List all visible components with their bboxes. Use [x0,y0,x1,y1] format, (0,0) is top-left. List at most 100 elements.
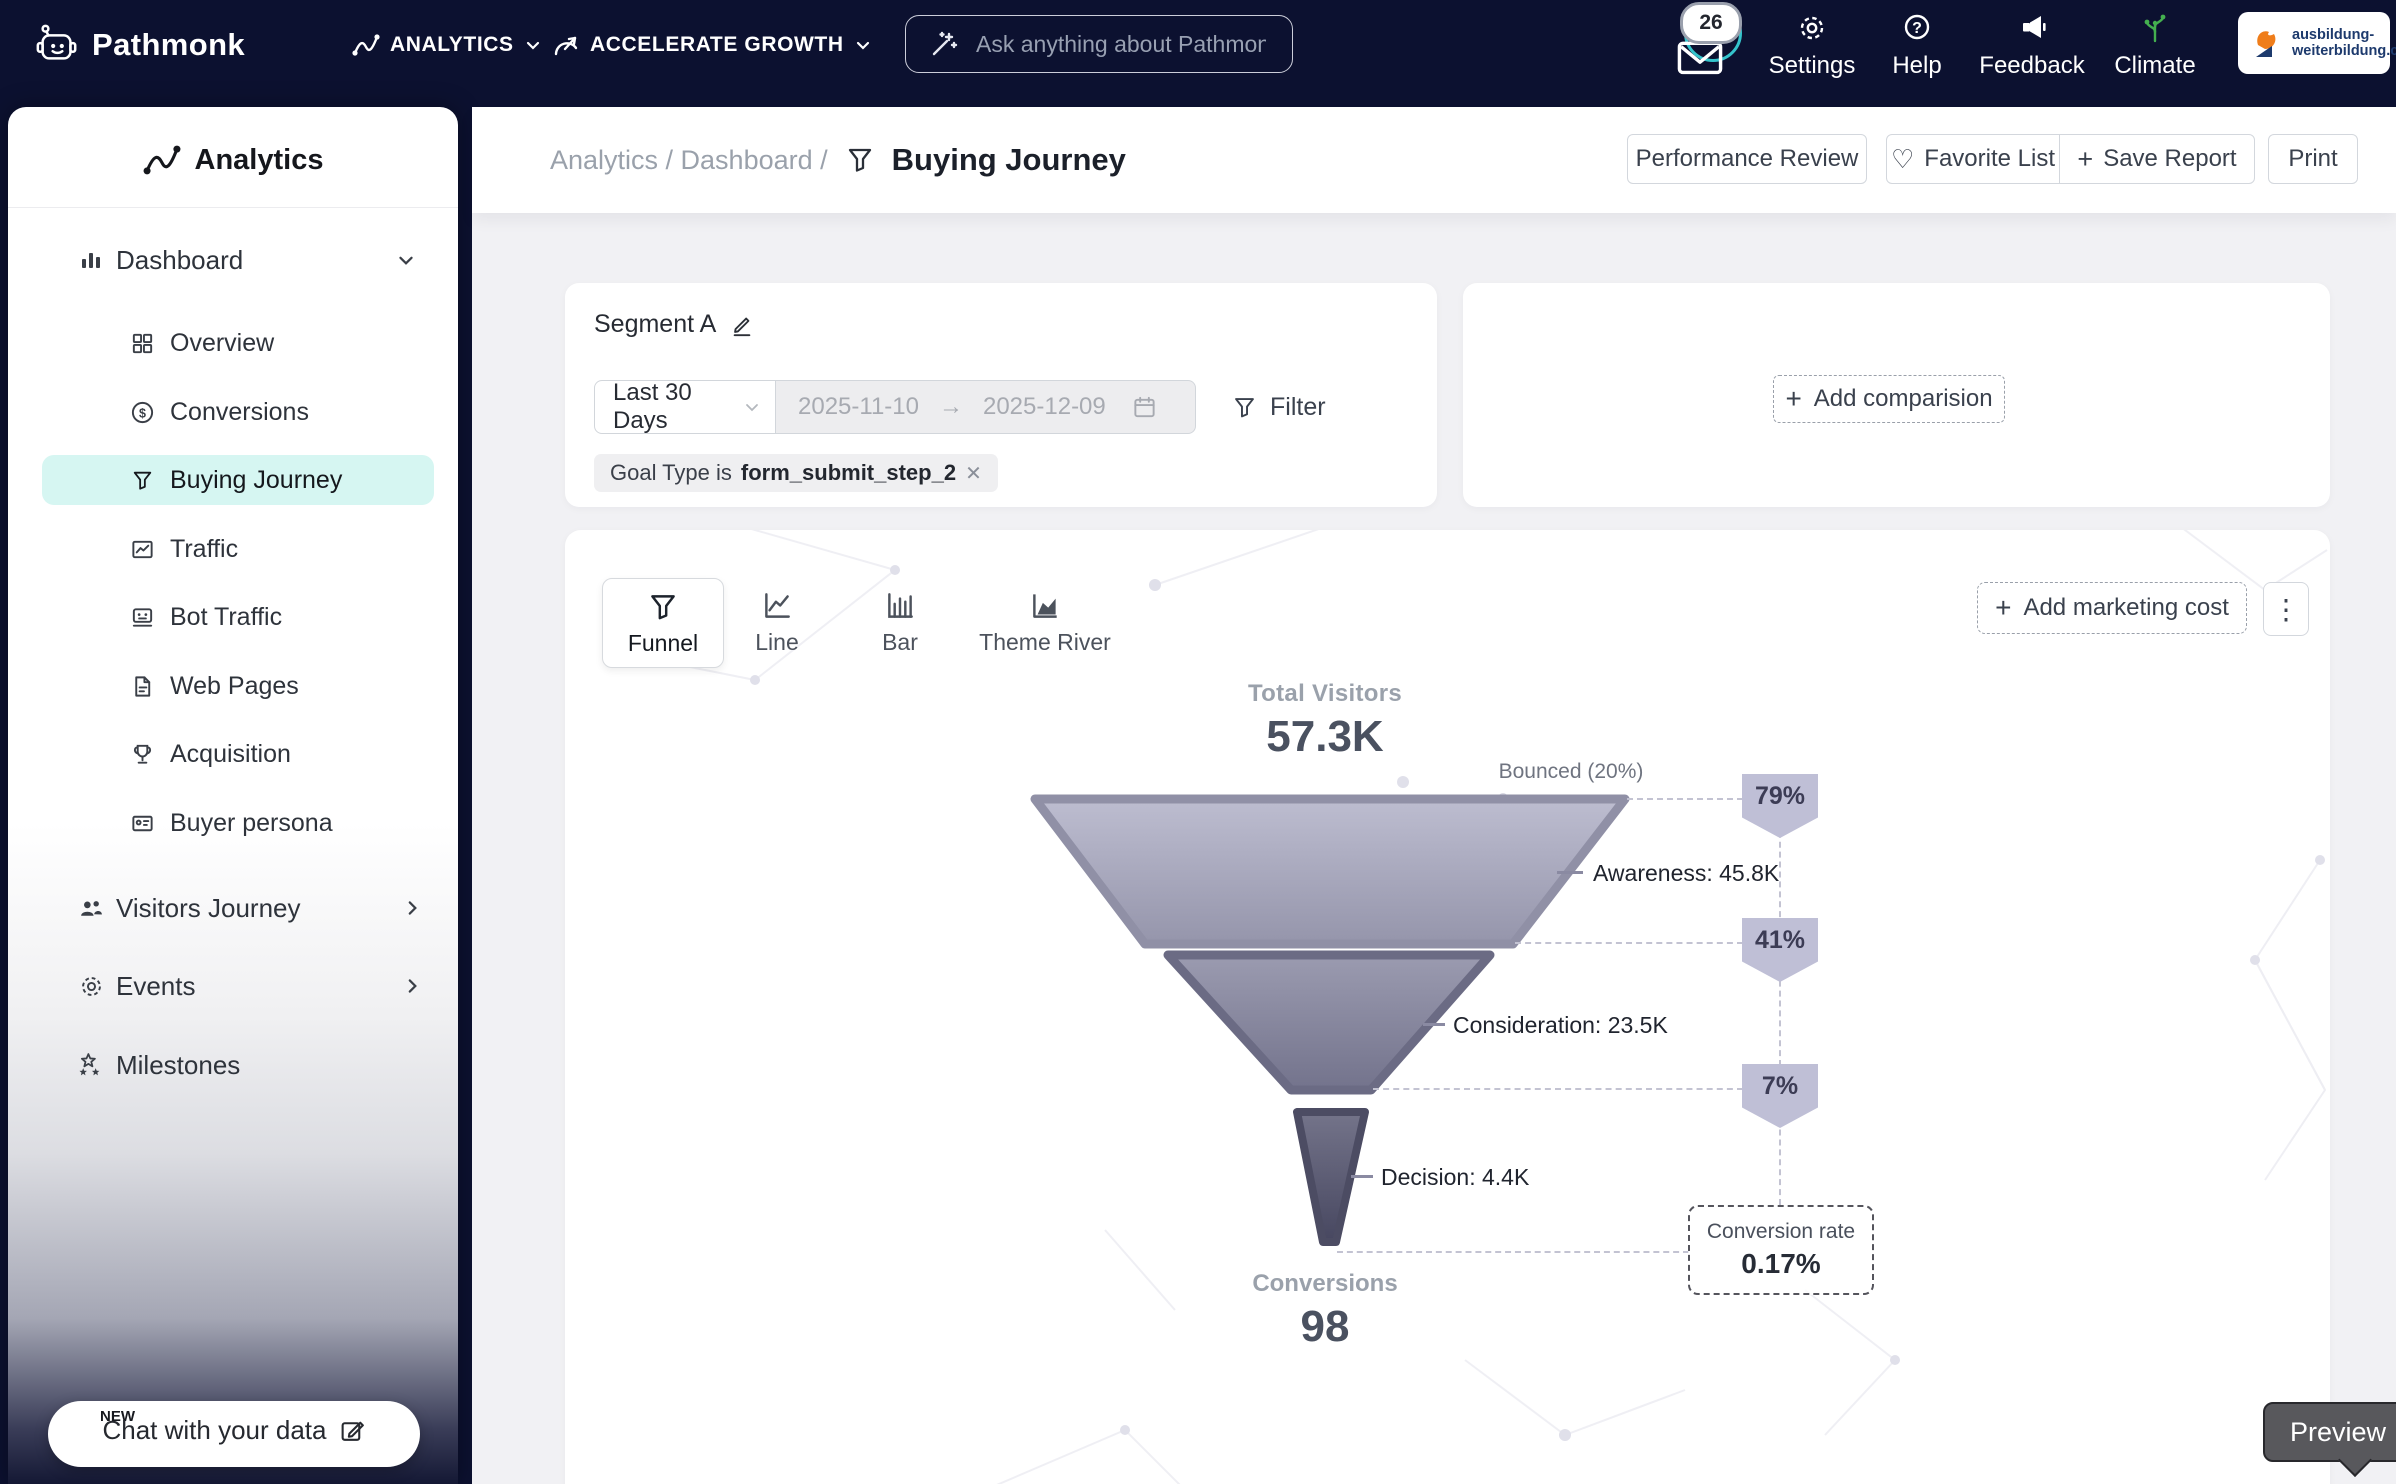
tab-label: Line [755,628,799,655]
breadcrumb-trail[interactable]: Analytics / Dashboard / [550,144,828,175]
breadcrumb: Analytics / Dashboard / Buying Journey [550,107,1126,213]
gear-icon [78,973,105,1000]
print-button[interactable]: Print [2268,134,2358,184]
plus-icon: + [1785,383,1802,414]
tab-label: Bar [882,628,918,655]
sidebar-item-bot-traffic[interactable]: Bot Traffic [8,591,458,643]
sidebar-item-label: Traffic [170,534,239,563]
settings-button[interactable]: Settings [1762,8,1862,84]
funnel-chart[interactable] [565,530,2330,1484]
tab-line[interactable]: Line [727,578,827,666]
funnel-filter-icon [1231,394,1258,421]
bar-chart-icon [883,589,917,623]
gear-icon [1796,12,1828,44]
sidebar-item-acquisition[interactable]: Acquisition [8,728,458,780]
new-badge: NEW [100,1408,135,1425]
help-label: Help [1892,52,1942,79]
goal-type-filter-chip: Goal Type is form_submit_step_2 ✕ [594,454,998,492]
feedback-button[interactable]: Feedback [1972,8,2092,84]
sidebar-item-dashboard[interactable]: Dashboard [8,231,458,289]
pathmonk-robot-logo-icon [34,22,80,68]
divider [8,207,458,208]
tab-bar[interactable]: Bar [850,578,950,666]
add-marketing-cost-button[interactable]: + Add marketing cost [1977,582,2247,634]
sidebar-item-milestones[interactable]: Milestones [8,1038,458,1092]
close-icon[interactable]: ✕ [965,462,982,485]
people-icon [78,895,105,922]
partner-logo[interactable]: ausbildung- weiterbildung.ch [2238,12,2396,74]
preview-tooltip[interactable]: Preview [2263,1402,2396,1477]
active-item-highlight [42,455,434,505]
sidebar-item-label: Acquisition [170,739,291,768]
area-chart-icon [1028,589,1062,623]
heart-icon: ♡ [1890,143,1915,174]
conversions-value: 98 [1300,1302,1350,1351]
performance-review-button[interactable]: Performance Review [1627,134,1867,184]
sidebar-item-overview[interactable]: Overview [8,317,458,369]
connector-line [1515,942,1743,944]
funnel-chart-icon [646,590,680,624]
preview-label: Preview [2289,1416,2387,1447]
chevron-down-icon [524,36,542,54]
search-input[interactable] [974,29,1268,59]
date-range-field[interactable]: 2025-11-10 → 2025-12-09 [776,380,1196,434]
label-tick [1557,871,1583,874]
sidebar-item-label: Milestones [116,1049,241,1080]
connector-line [1337,1251,1689,1253]
badge-value: 79% [1754,781,1806,810]
chart-options-kebab-button[interactable]: ⋮ [2263,582,2309,636]
menu-accelerate-growth[interactable]: ACCELERATE GROWTH [552,0,872,90]
brand-name: Pathmonk [92,27,246,62]
funnel-stage-decision[interactable] [1293,1108,1369,1246]
analytics-squiggle-icon [352,31,380,59]
sidebar-item-web-pages[interactable]: Web Pages [8,660,458,712]
sidebar-item-label: Dashboard [116,244,244,275]
ask-anything-search[interactable] [905,15,1293,73]
magic-wand-icon [928,29,958,59]
date-preset-select[interactable]: Last 30 Days [594,379,776,434]
funnel-stage-consideration[interactable] [1163,950,1495,1095]
badge-value: 41% [1754,925,1806,954]
funnel-stage-awareness[interactable] [1030,794,1630,949]
retention-badge-awareness: 79% [1742,774,1818,838]
badge-value: 7% [1761,1071,1799,1100]
connector-line [1373,1088,1743,1090]
edit-pencil-icon[interactable] [730,313,754,337]
add-comparison-button[interactable]: + Add comparision [1773,375,2005,423]
help-button[interactable]: ? Help [1872,8,1962,84]
filter-button[interactable]: Filter [1231,380,1326,434]
climate-button[interactable]: Climate [2102,8,2208,84]
stage-label-awareness: Awareness: 45.8K [1593,860,1780,886]
chat-button-label: Chat with your data [102,1415,327,1445]
sidebar-item-conversions[interactable]: $ Conversions [8,386,458,438]
conversions-label: Conversions [1252,1270,1398,1297]
favorite-list-button[interactable]: ♡ Favorite List [1887,135,2059,183]
bar-chart-icon [78,247,104,273]
line-chart-box-icon [130,537,155,562]
print-label: Print [2288,145,2338,172]
sidebar-item-buyer-persona[interactable]: Buyer persona [8,797,458,849]
tab-funnel[interactable]: Funnel [602,578,724,668]
inbox-button[interactable]: 26 [1672,2,1758,86]
partner-logo-text: ausbildung- weiterbildung.ch [2292,27,2396,59]
comparison-card: + Add comparision [1463,283,2330,507]
page-title: Buying Journey [891,142,1126,177]
chevron-down-icon [854,36,872,54]
content-header: Analytics / Dashboard / Buying Journey P… [472,107,2396,213]
robot-face-icon [130,605,155,630]
menu-accelerate-label: ACCELERATE GROWTH [590,33,844,56]
sidebar-item-visitors-journey[interactable]: Visitors Journey [8,881,458,935]
tab-theme-river[interactable]: Theme River [960,578,1130,666]
brand[interactable]: Pathmonk [34,0,245,90]
climate-plant-icon [2139,12,2171,44]
chevron-down-icon [743,398,761,416]
sidebar-item-events[interactable]: Events [8,959,458,1013]
tab-label: Theme River [979,628,1111,655]
plus-icon: + [2077,143,2094,174]
chat-with-data-button[interactable]: NEW Chat with your data [48,1401,420,1467]
menu-analytics[interactable]: ANALYTICS [352,0,542,90]
save-report-button[interactable]: + Save Report [2059,135,2254,183]
sidebar-item-traffic[interactable]: Traffic [8,523,458,575]
sidebar-item-buying-journey[interactable]: Buying Journey [8,454,458,506]
date-to-value: 2025-12-09 [982,393,1106,420]
